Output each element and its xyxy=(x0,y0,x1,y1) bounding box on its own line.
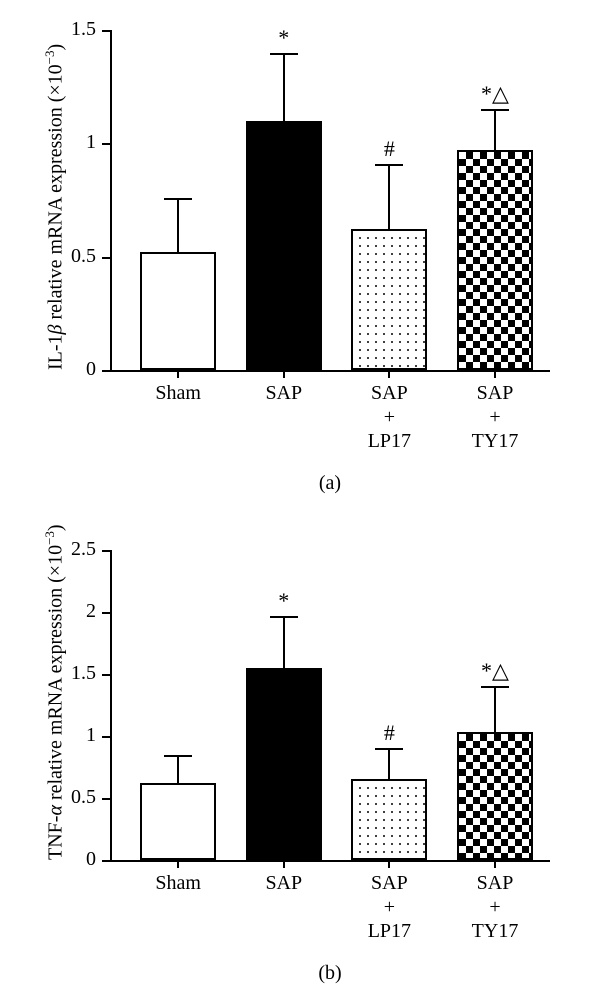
y-tick-label: 0.5 xyxy=(71,786,96,809)
y-tick-label: 1 xyxy=(86,724,96,747)
y-tick xyxy=(102,798,110,800)
x-tick-label: Sham xyxy=(118,382,238,405)
error-bar xyxy=(283,53,285,121)
x-tick-label: SAP xyxy=(224,382,344,405)
error-bar xyxy=(283,616,285,668)
error-cap xyxy=(270,53,298,55)
x-tick-label: + xyxy=(435,896,555,919)
x-tick-label: SAP xyxy=(435,872,555,895)
y-axis xyxy=(110,550,112,862)
x-tick xyxy=(177,860,179,868)
error-bar xyxy=(494,686,496,732)
y-tick-label: 0 xyxy=(86,358,96,381)
y-tick-label: 2 xyxy=(86,600,96,623)
error-bar xyxy=(388,164,390,230)
x-tick-label: Sham xyxy=(118,872,238,895)
x-tick-label: TY17 xyxy=(435,430,555,453)
x-tick-label: SAP xyxy=(224,872,344,895)
x-tick xyxy=(388,860,390,868)
error-bar xyxy=(388,748,390,779)
error-cap xyxy=(164,198,192,200)
bar-annotation: * xyxy=(244,588,324,614)
bar xyxy=(457,732,533,860)
y-tick-label: 0 xyxy=(86,848,96,871)
y-tick-label: 1 xyxy=(86,131,96,154)
x-tick-label: SAP xyxy=(329,382,449,405)
y-tick xyxy=(102,674,110,676)
bar xyxy=(457,150,533,370)
bar xyxy=(246,668,322,860)
y-tick-label: 1.5 xyxy=(71,18,96,41)
x-axis xyxy=(110,370,550,372)
x-tick-label: + xyxy=(329,406,449,429)
bar-annotation: # xyxy=(349,136,429,162)
bar xyxy=(140,783,216,860)
y-axis xyxy=(110,30,112,372)
y-tick xyxy=(102,30,110,32)
x-tick xyxy=(177,370,179,378)
error-cap xyxy=(270,616,298,618)
x-tick xyxy=(283,860,285,868)
x-tick-label: SAP xyxy=(435,382,555,405)
y-tick-label: 0.5 xyxy=(71,245,96,268)
error-cap xyxy=(481,109,509,111)
error-cap xyxy=(481,686,509,688)
x-tick-label: LP17 xyxy=(329,920,449,943)
x-tick xyxy=(494,860,496,868)
y-tick xyxy=(102,143,110,145)
x-tick-label: LP17 xyxy=(329,430,449,453)
x-tick xyxy=(494,370,496,378)
y-tick-label: 1.5 xyxy=(71,662,96,685)
bar-annotation: *△ xyxy=(455,81,535,107)
x-tick-label: SAP xyxy=(329,872,449,895)
y-tick xyxy=(102,612,110,614)
panel-sublabel: (a) xyxy=(110,472,550,495)
y-tick xyxy=(102,257,110,259)
x-tick xyxy=(283,370,285,378)
error-bar xyxy=(177,755,179,784)
y-tick xyxy=(102,736,110,738)
bar-annotation: * xyxy=(244,25,324,51)
bar xyxy=(351,229,427,370)
error-bar xyxy=(494,109,496,150)
x-tick xyxy=(388,370,390,378)
bar xyxy=(140,252,216,370)
y-tick xyxy=(102,860,110,862)
error-cap xyxy=(164,755,192,757)
bar-annotation: *△ xyxy=(455,658,535,684)
y-axis-title: IL-1β relative mRNA expression (×10−3) xyxy=(42,30,68,370)
x-tick-label: TY17 xyxy=(435,920,555,943)
panel-sublabel: (b) xyxy=(110,962,550,985)
y-tick xyxy=(102,370,110,372)
bar xyxy=(246,121,322,370)
y-tick xyxy=(102,550,110,552)
x-axis xyxy=(110,860,550,862)
x-tick-label: + xyxy=(435,406,555,429)
figure-root: 00.511.5IL-1β relative mRNA expression (… xyxy=(0,0,600,1002)
error-cap xyxy=(375,748,403,750)
x-tick-label: + xyxy=(329,896,449,919)
y-tick-label: 2.5 xyxy=(71,538,96,561)
error-cap xyxy=(375,164,403,166)
error-bar xyxy=(177,198,179,252)
bar xyxy=(351,779,427,860)
bar-annotation: # xyxy=(349,720,429,746)
y-axis-title: TNF-α relative mRNA expression (×10−3) xyxy=(42,550,68,860)
